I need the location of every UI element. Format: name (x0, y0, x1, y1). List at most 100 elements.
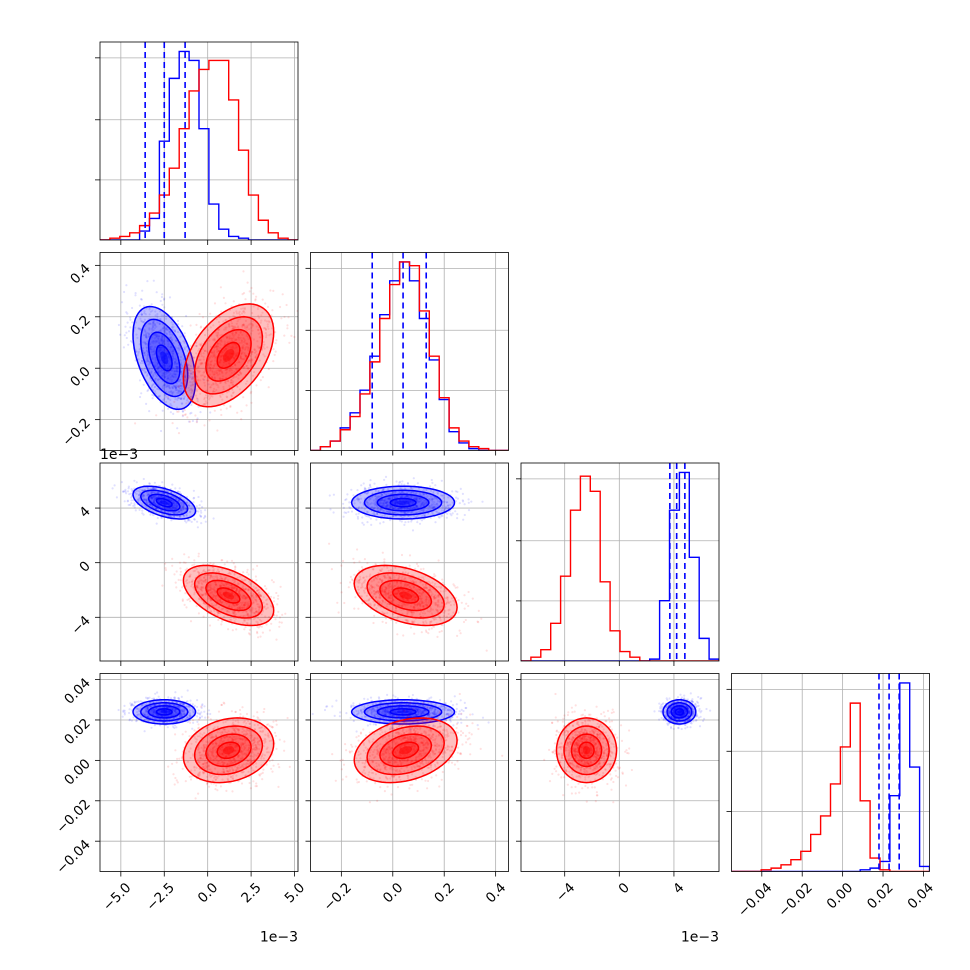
scatter-point (176, 510, 179, 514)
scatter-point (224, 382, 227, 385)
scatter-point (159, 348, 162, 351)
scatter-point (217, 368, 220, 371)
scatter-point (230, 324, 233, 328)
scatter-point (196, 417, 199, 420)
scatter-point (142, 369, 145, 372)
scatter-point (200, 361, 203, 365)
scatter-point (142, 334, 146, 337)
scatter-point (152, 383, 155, 386)
scatter-point (146, 331, 149, 335)
scatter-point (250, 401, 253, 404)
scatter-point (154, 361, 157, 364)
scatter-point (143, 320, 146, 324)
scatter-point (202, 358, 205, 361)
scatter-point (200, 500, 203, 503)
scatter-point (242, 346, 245, 349)
scatter-point (217, 349, 220, 352)
scatter-point (175, 506, 178, 509)
scatter-point (142, 493, 145, 496)
scatter-point (213, 364, 216, 367)
scatter-point (151, 326, 154, 330)
scatter-point (212, 366, 215, 369)
scatter-point (251, 350, 254, 354)
scatter-point (152, 495, 155, 498)
scatter-point (157, 496, 160, 499)
scatter-point (180, 397, 183, 400)
scatter-point (277, 610, 280, 614)
scatter-point (145, 336, 148, 339)
scatter-point (189, 369, 192, 372)
scatter-point (168, 391, 171, 394)
scatter-point (277, 594, 280, 597)
scatter-point (151, 350, 154, 353)
scatter-point (199, 379, 202, 382)
scatter-point (167, 340, 170, 343)
scatter-point (219, 378, 222, 381)
scatter-point (162, 513, 165, 516)
scatter-point (230, 322, 234, 325)
scatter-point (238, 338, 241, 341)
scatter-point (190, 387, 193, 390)
scatter-point (173, 361, 176, 364)
scatter-point (158, 349, 161, 352)
scatter-point (203, 334, 207, 337)
scatter-point (237, 312, 240, 315)
scatter-point (254, 598, 257, 601)
scatter-point (242, 618, 246, 622)
scatter-point (231, 327, 234, 330)
scatter-point (234, 346, 237, 349)
scatter-point (177, 432, 181, 435)
scatter-point (203, 576, 206, 580)
scatter-point (248, 359, 251, 362)
scatter-point (182, 340, 185, 343)
scatter-point (213, 352, 216, 355)
scatter-point (184, 592, 187, 595)
scatter-point (170, 519, 173, 522)
scatter-point (154, 364, 157, 367)
scatter-point (177, 323, 180, 326)
scatter-point (179, 389, 183, 393)
scatter-point (461, 492, 464, 495)
scatter-point (246, 366, 249, 370)
scatter-point (125, 492, 128, 495)
scatter-point (259, 331, 262, 334)
scatter-point (134, 292, 137, 295)
scatter-point (152, 490, 155, 494)
scatter-point (196, 398, 199, 401)
scatter-point (153, 490, 156, 493)
scatter-point (179, 507, 183, 510)
scatter-point (204, 520, 207, 523)
scatter-point (249, 354, 252, 358)
scatter-point (384, 475, 388, 478)
scatter-point (253, 348, 256, 351)
scatter-point (208, 364, 211, 367)
scatter-point (235, 310, 238, 313)
scatter-point (245, 609, 248, 613)
scatter-point (247, 367, 250, 370)
scatter-point (190, 395, 193, 398)
scatter-point (176, 406, 179, 409)
scatter-point (171, 391, 174, 394)
scatter-point (199, 411, 202, 414)
scatter-point (229, 381, 232, 384)
scatter-point (230, 381, 233, 384)
scatter-point (126, 321, 129, 324)
scatter-point (172, 506, 175, 509)
scatter-point (201, 362, 204, 365)
scatter-point (174, 369, 177, 373)
scatter-point (162, 314, 165, 317)
scatter-point (179, 509, 182, 512)
scatter-point (175, 365, 178, 368)
scatter-point (226, 579, 230, 582)
scatter-point (242, 597, 245, 600)
scatter-point (219, 395, 222, 399)
scatter-point (174, 506, 177, 510)
scatter-point (268, 334, 271, 337)
scatter-point (411, 529, 415, 532)
scatter-point (173, 502, 176, 505)
scatter-point (229, 587, 233, 590)
scatter-point (209, 368, 212, 371)
scatter-point (177, 390, 180, 393)
scatter-point (160, 337, 163, 340)
scatter-point (246, 571, 249, 574)
